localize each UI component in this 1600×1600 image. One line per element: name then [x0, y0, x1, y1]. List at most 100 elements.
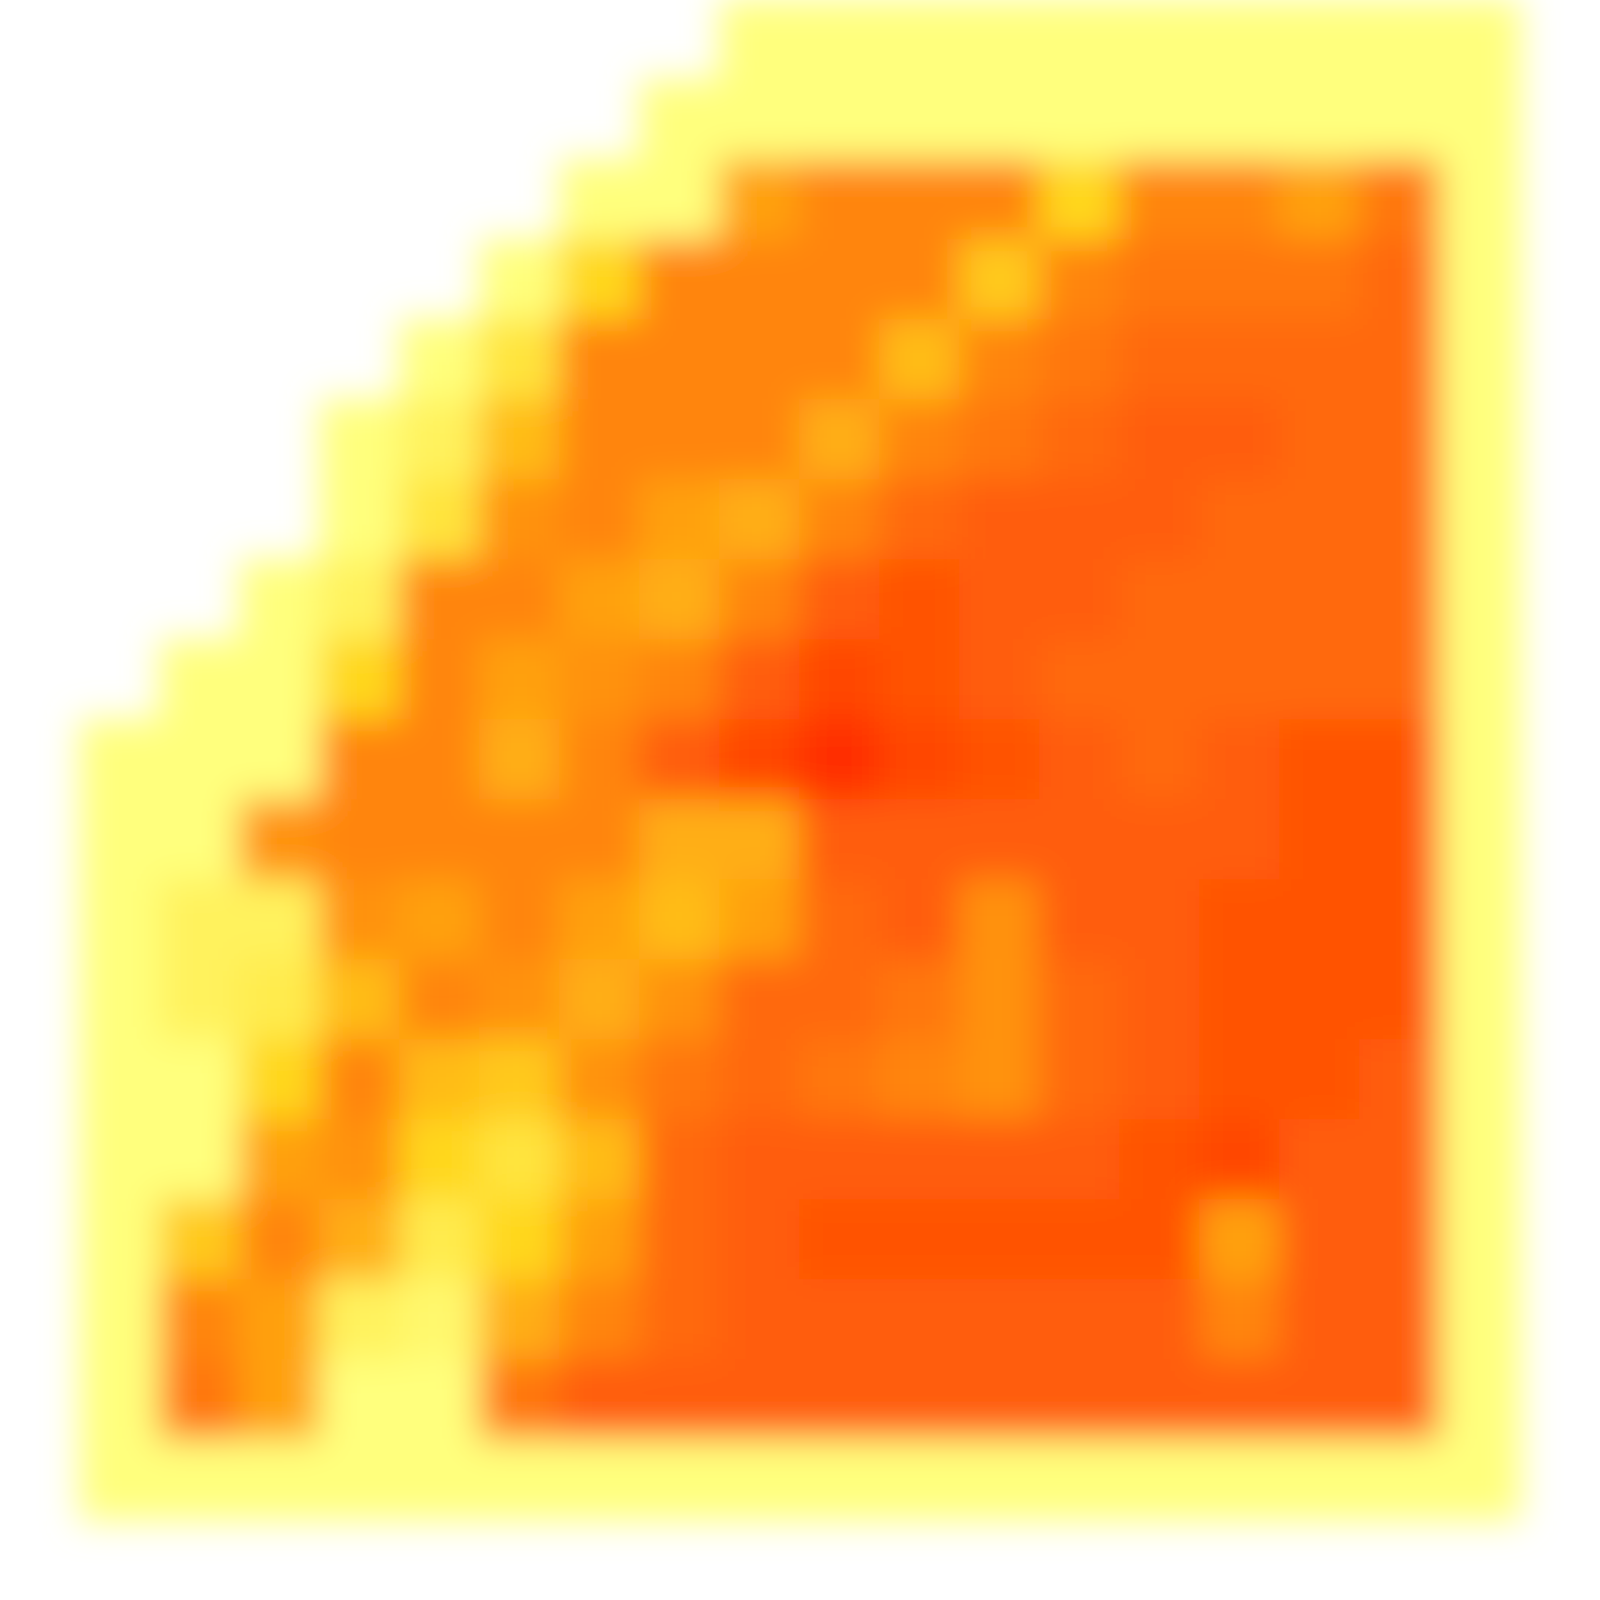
heat-cell: [1439, 79, 1521, 161]
heat-cell: [799, 399, 881, 481]
heat-cell: [399, 559, 481, 641]
heat-cell: [719, 639, 801, 721]
heat-cell: [879, 0, 961, 81]
heat-cell: [1039, 1279, 1121, 1361]
heat-cell: [1439, 959, 1521, 1041]
heat-cell: [479, 719, 561, 801]
heat-cell: [399, 959, 481, 1041]
heat-cell: [1439, 559, 1521, 641]
heat-cell: [959, 1279, 1041, 1361]
heat-cell: [239, 719, 321, 801]
heat-cell: [239, 1199, 321, 1281]
heat-cell: [319, 799, 401, 881]
heat-cell: [159, 719, 241, 801]
heat-cell: [959, 239, 1041, 321]
heat-cell: [1359, 1039, 1441, 1121]
heat-cell: [1199, 399, 1281, 481]
heat-cell: [159, 879, 241, 961]
heat-cell: [1039, 159, 1121, 241]
heat-cell: [799, 0, 881, 81]
heat-cell: [1039, 879, 1121, 961]
heat-cell: [639, 319, 721, 401]
heat-cell: [159, 959, 241, 1041]
heat-cell: [559, 799, 641, 881]
heat-cell: [399, 1359, 481, 1441]
heat-cell: [159, 1199, 241, 1281]
heat-cell: [1279, 1039, 1361, 1121]
heat-cell: [79, 1439, 161, 1521]
heat-cell: [479, 399, 561, 481]
heat-cell: [959, 719, 1041, 801]
heat-cell: [1359, 879, 1441, 961]
heat-cell: [1279, 319, 1361, 401]
heat-cell: [1359, 1279, 1441, 1361]
heat-cell: [239, 1359, 321, 1441]
heat-cell: [479, 879, 561, 961]
heat-cell: [1199, 719, 1281, 801]
heat-cell: [1119, 159, 1201, 241]
heat-cell: [1279, 959, 1361, 1041]
heat-cell: [719, 399, 801, 481]
heat-cell: [879, 719, 961, 801]
heat-cell: [1439, 1439, 1521, 1521]
heat-cell: [1119, 79, 1201, 161]
heat-cell: [959, 559, 1041, 641]
heat-cell: [1199, 0, 1281, 81]
heat-cell: [639, 1039, 721, 1121]
heat-cell: [159, 799, 241, 881]
heat-cell: [1039, 639, 1121, 721]
heat-cell: [1359, 319, 1441, 401]
heat-cell: [319, 1039, 401, 1121]
heat-cell: [399, 1039, 481, 1121]
heat-cell: [1199, 159, 1281, 241]
heat-cell: [319, 639, 401, 721]
heat-cell: [799, 1119, 881, 1201]
heat-cell: [639, 959, 721, 1041]
heat-cell: [879, 1119, 961, 1201]
heat-cell: [399, 719, 481, 801]
heat-cell: [1439, 639, 1521, 721]
heat-cell: [959, 879, 1041, 961]
heat-cell: [79, 1279, 161, 1361]
heat-cell: [1119, 1439, 1201, 1521]
heat-cell: [1119, 559, 1201, 641]
heat-cell: [79, 719, 161, 801]
heat-cell: [879, 159, 961, 241]
heat-cell: [479, 479, 561, 561]
heat-cell: [239, 959, 321, 1041]
heat-cell: [1359, 1199, 1441, 1281]
heat-cell: [719, 479, 801, 561]
heat-cell: [879, 1279, 961, 1361]
heat-cell: [239, 1439, 321, 1521]
heat-cell: [799, 559, 881, 641]
heat-cell: [799, 879, 881, 961]
heat-cell: [1359, 399, 1441, 481]
heat-cell: [799, 159, 881, 241]
heat-cell: [639, 79, 721, 161]
heat-cell: [1359, 479, 1441, 561]
heat-cell: [1119, 399, 1201, 481]
heat-cell: [559, 1199, 641, 1281]
heat-cell: [639, 159, 721, 241]
heat-cell: [1119, 319, 1201, 401]
heat-cell: [1199, 639, 1281, 721]
heat-cell: [959, 1439, 1041, 1521]
heat-cell: [719, 239, 801, 321]
heat-cell: [879, 239, 961, 321]
heat-cell: [79, 959, 161, 1041]
heat-cell: [1279, 159, 1361, 241]
heat-cell: [1279, 239, 1361, 321]
heat-cell: [719, 1199, 801, 1281]
heat-cell: [959, 159, 1041, 241]
heat-cell: [1039, 1119, 1121, 1201]
heat-cell: [1279, 399, 1361, 481]
heat-cell: [1279, 479, 1361, 561]
heat-cell: [559, 719, 641, 801]
heat-cell: [1199, 1199, 1281, 1281]
heat-cell: [319, 959, 401, 1041]
heat-cell: [879, 399, 961, 481]
heat-cell: [799, 799, 881, 881]
heat-cell: [1039, 719, 1121, 801]
heat-cell: [319, 559, 401, 641]
heat-cell: [1119, 1039, 1201, 1121]
